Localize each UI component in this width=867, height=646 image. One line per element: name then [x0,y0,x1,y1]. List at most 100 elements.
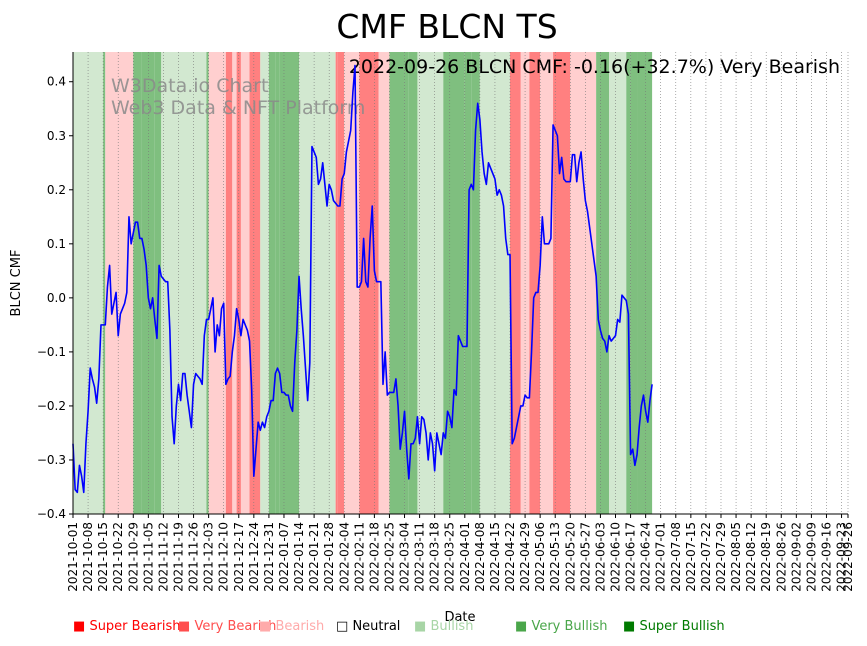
x-tick-label: 2022-07-22 [699,522,713,592]
regime-band-very-bearish [337,52,345,514]
x-tick-label: 2022-09-16 [819,522,833,592]
regime-band-very-bullish [596,52,610,514]
regime-band-bullish [299,52,336,514]
regime-band-bullish [161,52,207,514]
regime-band-very-bullish [206,52,209,514]
regime-band-very-bearish [335,52,338,514]
regime-band-very-bearish [553,52,571,514]
x-tick-label: 2022-03-11 [413,522,427,592]
regime-band-very-bearish [225,52,233,514]
legend-label-super-bearish: Super Bearish [89,619,181,634]
x-tick-label: 2022-04-15 [488,522,502,592]
x-tick-label: 2022-07-08 [669,522,683,592]
annotation-text: 2022-09-26 BLCN CMF: -0.16(+32.7%) Very … [349,56,840,78]
x-tick-label: 2021-10-15 [96,522,110,592]
x-tick-label: 2021-12-17 [232,522,246,592]
regime-band-bullish [609,52,627,514]
legend-item-neutral: □ Neutral [336,619,400,634]
regime-band-bearish [240,52,250,514]
x-tick-label: 2022-09-09 [804,522,818,592]
watermark-line-1: W3Data.io Chart [111,75,268,97]
x-tick-label: 2022-06-17 [624,522,638,592]
x-tick-label: 2022-05-13 [548,522,562,592]
x-tick-label: 2022-09-23 [835,522,849,592]
y-tick-label: −0.2 [37,399,66,413]
x-tick-label: 2022-07-29 [714,522,728,592]
x-tick-label: 2022-01-14 [292,522,306,592]
legend-label-bullish: Bullish [430,619,474,634]
x-tick-label: 2022-08-19 [759,522,773,592]
x-tick-label: 2022-08-05 [729,522,743,592]
legend-mark-very-bullish: ■ [515,619,528,634]
regime-band-very-bullish [133,52,142,514]
x-tick-label: 2021-12-31 [262,522,276,592]
legend-item-very-bullish: ■ Very Bullish [515,619,608,634]
legend-mark-super-bullish: ■ [623,619,636,634]
y-axis-ticks: −0.4 −0.3 −0.2 −0.1 0.0 0.1 0.2 0.3 0.4 [37,75,73,521]
regime-band-bullish [260,52,269,514]
y-tick-label: 0.0 [47,291,66,305]
regime-band-bearish [378,52,390,514]
legend-item-bullish: ■ Bullish [414,619,473,634]
regime-band-very-bearish [359,52,379,514]
regime-band-very-bullish [630,52,638,514]
x-tick-label: 2022-04-29 [518,522,532,592]
legend-label-very-bullish: Very Bullish [531,619,608,634]
y-tick-label: −0.1 [37,345,66,359]
x-tick-label: 2021-12-24 [247,522,261,592]
legend-label-very-bearish: Very Bearish [194,619,277,634]
x-tick-label: 2022-02-11 [352,522,366,592]
legend-label-neutral: Neutral [352,619,401,634]
x-axis-label: Date [444,610,475,625]
regime-band-bearish [232,52,237,514]
x-axis-ticks: 2021-10-01 2021-10-08 2021-10-15 2021-10-22… [66,514,855,592]
regime-band-very-bullish [275,52,280,514]
x-tick-label: 2022-07-15 [684,522,698,592]
x-tick-label: 2022-02-18 [367,522,381,592]
regime-band-very-bullish [404,52,409,514]
y-tick-label: 0.2 [47,183,66,197]
legend-mark-bullish: ■ [414,619,427,634]
x-tick-label: 2022-02-25 [382,522,396,592]
x-tick-label: 2022-05-20 [563,522,577,592]
y-tick-label: 0.3 [47,129,66,143]
regime-band-very-bullish [268,52,276,514]
y-axis-label: BLCN CMF [9,250,24,317]
x-tick-label: 2022-07-01 [654,522,668,592]
legend-item-super-bullish: ■ Super Bullish [623,619,725,634]
x-tick-label: 2021-11-12 [156,522,170,592]
x-tick-label: 2022-08-12 [744,522,758,592]
regime-band-bearish [570,52,597,514]
regime-band-very-bullish [471,52,480,514]
legend-label-super-bullish: Super Bullish [639,619,725,634]
legend-label-bearish: Bearish [275,619,325,634]
x-tick-label: 2022-04-01 [458,522,472,592]
x-tick-label: 2021-12-10 [217,522,231,592]
cmf-series-line [72,64,653,494]
x-tick-label: 2022-03-25 [443,522,457,592]
legend-mark-neutral: □ [336,619,349,634]
x-tick-label: 2022-02-04 [337,522,351,592]
regime-band-very-bullish [103,52,106,514]
x-tick-label: 2022-03-04 [398,522,412,592]
x-tick-label: 2022-01-21 [307,522,321,592]
x-tick-label: 2022-01-07 [277,522,291,592]
axes [72,52,848,515]
x-tick-label: 2022-09-26 [841,522,855,592]
regime-band-very-bearish [249,52,261,514]
regime-band-very-bearish [510,52,521,514]
regime-bands [73,52,653,514]
x-tick-label: 2021-10-29 [126,522,140,592]
regime-band-very-bullish [637,52,653,514]
legend-item-very-bearish: ■ Very Bearish [178,619,276,634]
x-tick-label: 2021-12-03 [202,522,216,592]
legend-mark-very-bearish: ■ [178,619,191,634]
y-tick-label: 0.4 [47,75,66,89]
y-tick-label: −0.3 [37,453,66,467]
y-tick-label: 0.1 [47,237,66,251]
x-tick-label: 2022-01-28 [322,522,336,592]
legend: ■ Super Bearish ■ Very Bearish ■ Bearish… [0,619,867,639]
watermark: W3Data.io Chart Web3 Data & NFT Platform [111,75,365,119]
x-tick-label: 2022-09-02 [789,522,803,592]
